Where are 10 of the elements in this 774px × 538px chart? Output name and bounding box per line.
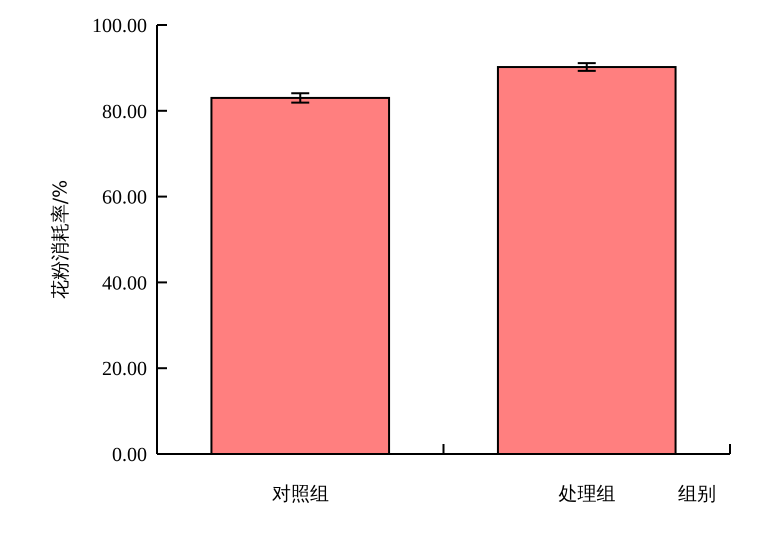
- y-tick-label: 0.00: [112, 444, 147, 466]
- x-tick-label: 对照组: [272, 483, 329, 505]
- x-tick-label: 处理组: [558, 483, 616, 505]
- y-tick-label: 60.00: [102, 186, 147, 209]
- y-tick-label: 80.00: [102, 100, 147, 123]
- y-tick-label: 20.00: [102, 358, 147, 380]
- x-axis-title: 组别: [678, 483, 716, 505]
- y-tick-label: 40.00: [102, 272, 147, 294]
- y-tick-label: 100.00: [92, 15, 147, 37]
- y-axis-title: 花粉消耗率/%: [50, 180, 72, 300]
